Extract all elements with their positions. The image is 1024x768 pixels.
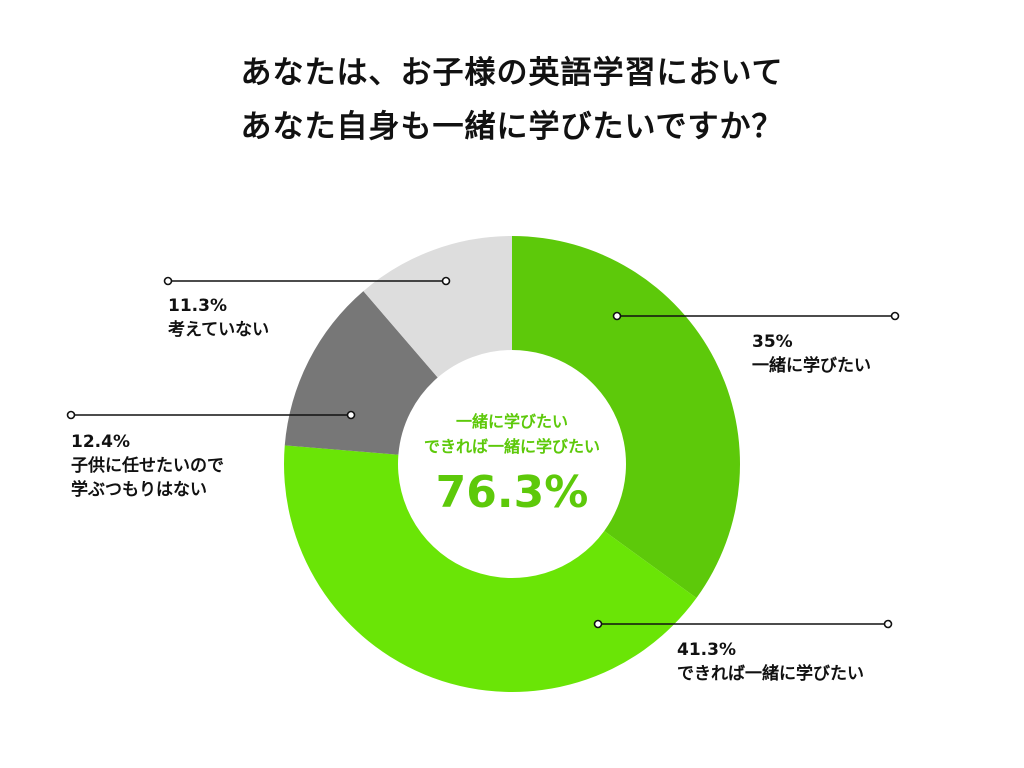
- center-label-line-1: 一緒に学びたい: [456, 412, 568, 431]
- slice-label-percent-issho: 35%: [752, 332, 793, 352]
- slice-kangaete-inai: [363, 236, 512, 378]
- leader-line-group: [66, 276, 900, 629]
- center-total-value: 76.3%: [436, 467, 589, 518]
- slice-dekireba: [283, 445, 697, 692]
- leader-dot-dekireba-inner: [593, 619, 603, 629]
- leader-dot-kodomo-inner: [346, 410, 356, 420]
- slice-label-group: 35% 一緒に学びたい 41.3% できれば一緒に学びたい 12.4% 子供に任せたいので…: [71, 296, 871, 684]
- chart-title-line-1: あなたは、お子様の英語学習において: [240, 55, 784, 91]
- slice-label-percent-kodomo: 12.4%: [71, 432, 130, 452]
- leader-dot-issho-outer: [890, 311, 900, 321]
- slice-label-text-dekireba: できれば一緒に学びたい: [677, 663, 864, 684]
- slice-label-text-kodomo: 子供に任せたいので: [71, 455, 224, 476]
- center-label-line-2: できれば一緒に学びたい: [424, 437, 600, 456]
- chart-title-line-2: あなた自身も一緒に学びたいですか？: [240, 109, 784, 145]
- center-label: 一緒に学びたい できれば一緒に学びたい 76.3%: [424, 412, 600, 518]
- slice-label-text-issho: 一緒に学びたい: [752, 355, 871, 376]
- leader-dot-issho-inner: [612, 311, 622, 321]
- leader-dot-kodomo-outer: [66, 410, 76, 420]
- leader-dot-kangaete-inai-inner: [441, 276, 451, 286]
- slice-label-percent-kangaete-inai: 11.3%: [168, 296, 227, 316]
- slice-label-percent-dekireba: 41.3%: [677, 640, 736, 660]
- slice-kodomo: [284, 291, 438, 455]
- slice-label-text-kangaete-inai: 考えていない: [167, 319, 269, 340]
- slice-label-text-kodomo: 学ぶつもりはない: [71, 479, 207, 500]
- slice-issho: [512, 236, 740, 599]
- leader-dot-dekireba-outer: [883, 619, 893, 629]
- slice-group: [283, 236, 740, 692]
- chart-title: あなたは、お子様の英語学習において あなた自身も一緒に学びたいですか？: [0, 46, 1024, 154]
- leader-dot-kangaete-inai-outer: [163, 276, 173, 286]
